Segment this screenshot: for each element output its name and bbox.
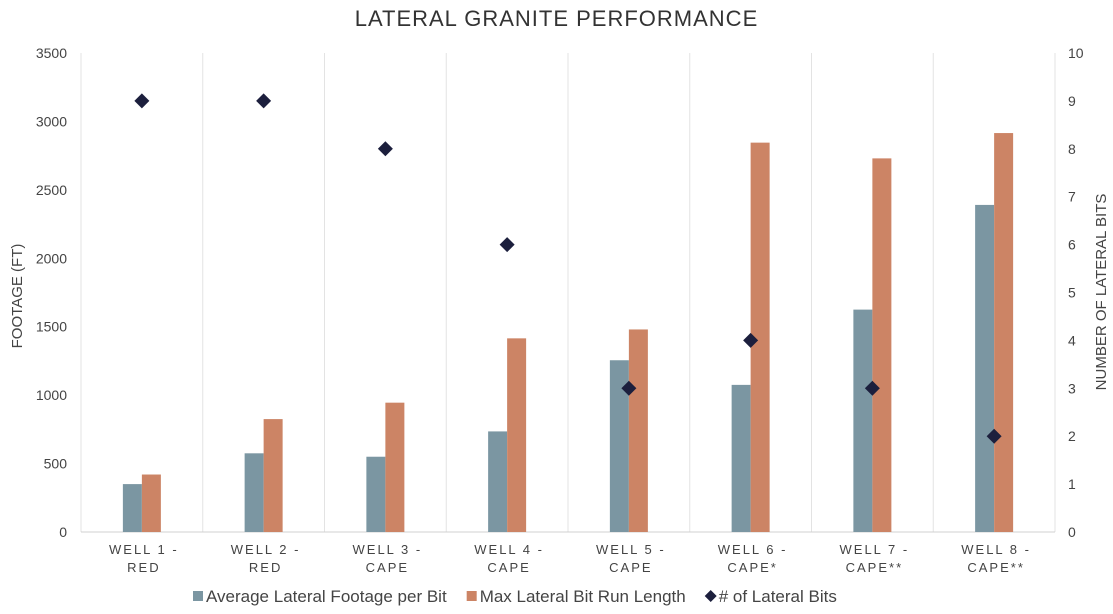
bar-average-footage [853,309,873,532]
category-label: WELL 4 - [474,542,544,557]
marker-lateral-bits [499,237,515,253]
grid-lines [80,53,1056,533]
bar-layer [122,133,1014,533]
category-label: CAPE [487,560,530,575]
y-tick-label: 1000 [36,387,67,403]
legend-swatch [193,591,203,601]
bar-average-footage [122,484,142,532]
marker-lateral-bits [377,141,393,157]
category-label: CAPE* [727,560,777,575]
marker-lateral-bits [743,332,759,348]
category-label: CAPE** [846,560,904,575]
bar-max-run-length [750,142,770,533]
legend-label: Average Lateral Footage per Bit [206,587,447,606]
y2-tick-label: 5 [1068,285,1076,301]
chart-title: LATERAL GRANITE PERFORMANCE [354,6,759,31]
y2-tick-label: 3 [1068,380,1076,396]
y-tick-label: 500 [44,456,68,472]
category-label: WELL 6 - [718,542,788,557]
category-label: RED [249,560,282,575]
bar-average-footage [731,384,751,532]
y2-tick-label: 2 [1068,428,1076,444]
y2-tick-label: 10 [1068,45,1084,61]
y2-tick-label: 0 [1068,524,1076,540]
legend-swatch [704,590,717,602]
marker-lateral-bits [864,380,880,396]
y-tick-label: 1500 [36,319,67,335]
category-label: CAPE [609,560,652,575]
marker-lateral-bits [621,380,637,396]
y-tick-label: 3500 [36,45,67,61]
category-label: WELL 1 - [109,542,179,557]
y2-tick-label: 6 [1068,237,1076,253]
category-labels: WELL 1 - RED WELL 2 - RED WELL 3 - CAPE WELL 4… [109,542,1031,575]
tick-labels: 0 500 1000 1500 2000 2500 3000 3500 0 1 2 3 4 5 6 7 8 9 10 [36,45,1084,540]
legend-label: # of Lateral Bits [719,587,837,606]
bar-average-footage [366,456,386,532]
legend-swatch [466,591,477,601]
legend: Average Lateral Footage per Bit Max Later… [193,587,837,606]
y2-tick-label: 8 [1068,141,1076,157]
bar-average-footage [975,204,995,532]
bar-max-run-length [507,338,527,532]
bar-average-footage [488,431,508,532]
y2-axis-title: NUMBER OF LATERAL BITS [1093,194,1110,391]
category-label: WELL 8 - [961,542,1031,557]
category-label: CAPE [366,560,409,575]
y-axis-title: FOOTAGE (FT) [9,244,26,349]
y-tick-label: 2500 [36,182,67,198]
bar-max-run-length [872,158,892,532]
marker-lateral-bits [986,428,1002,444]
bar-max-run-length [628,329,648,532]
bar-average-footage [609,360,629,532]
y2-tick-label: 4 [1068,332,1076,348]
bar-max-run-length [141,474,161,532]
legend-label: Max Lateral Bit Run Length [480,587,686,606]
category-label: RED [127,560,160,575]
y-tick-label: 3000 [36,113,67,129]
marker-layer [134,93,1002,444]
y-tick-label: 0 [59,524,67,540]
marker-lateral-bits [256,93,272,109]
category-label: WELL 7 - [840,542,910,557]
y2-tick-label: 9 [1068,93,1076,109]
category-label: WELL 3 - [353,542,423,557]
bar-max-run-length [994,133,1014,532]
marker-lateral-bits [134,93,150,109]
category-label: WELL 5 - [596,542,666,557]
y2-tick-label: 7 [1068,189,1076,205]
bar-average-footage [244,453,264,532]
y-tick-label: 2000 [36,250,67,266]
category-label: CAPE** [967,560,1025,575]
y2-tick-label: 1 [1068,476,1076,492]
category-label: WELL 2 - [231,542,301,557]
bar-max-run-length [385,402,405,532]
bar-max-run-length [263,419,283,532]
